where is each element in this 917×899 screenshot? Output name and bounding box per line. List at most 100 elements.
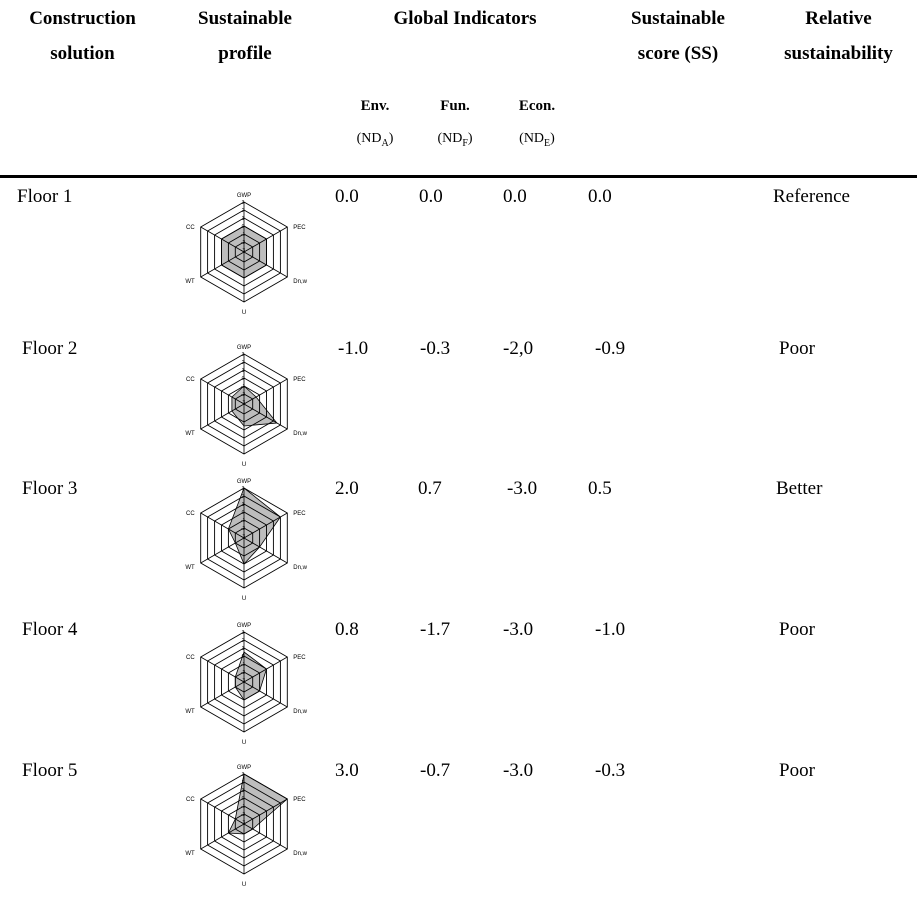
unit-fun-base: (ND bbox=[437, 131, 463, 146]
radar-chart: GWP PEC Dn,w U WT CC 3 2 1 0 -1 -2 -3 bbox=[185, 193, 307, 316]
unit-econ-close: ) bbox=[550, 131, 555, 146]
header-score-line1: Sustainable bbox=[631, 8, 725, 29]
radar-spoke bbox=[243, 378, 288, 405]
radar-axis-label: GWP bbox=[237, 623, 251, 629]
radar-axis-label: WT bbox=[185, 565, 195, 571]
radar-spoke bbox=[243, 656, 288, 683]
header-rule bbox=[0, 175, 917, 178]
radar-scale-label: -2 bbox=[241, 240, 246, 246]
radar-scale-label: 1 bbox=[242, 216, 245, 222]
radar-axis-label: WT bbox=[185, 431, 195, 437]
radar-spoke bbox=[200, 823, 245, 850]
cell-fun: 0.7 bbox=[418, 478, 442, 499]
radar-scale-label: 1 bbox=[242, 502, 245, 508]
radar-scale-label: 3 bbox=[242, 486, 245, 492]
row-name: Floor 1 bbox=[17, 186, 73, 207]
header-global-indicators: Global Indicators bbox=[393, 8, 537, 29]
cell-env: -1.0 bbox=[338, 338, 369, 359]
radar-chart: GWP PEC Dn,w U WT CC 3 2 1 0 -1 -2 -3 bbox=[185, 479, 307, 602]
radar-axis-label: WT bbox=[185, 279, 195, 285]
row-name: Floor 3 bbox=[22, 478, 78, 499]
radar-axis-label: CC bbox=[186, 377, 195, 383]
unit-env-base: (ND bbox=[356, 131, 382, 146]
cell-relative: Better bbox=[776, 478, 823, 499]
radar-scale-label: -1 bbox=[241, 804, 246, 810]
radar-spoke bbox=[243, 512, 288, 539]
radar-spoke bbox=[243, 537, 288, 564]
cell-env: 2.0 bbox=[335, 478, 359, 499]
radar-axis-label: GWP bbox=[237, 345, 251, 351]
radar-scale-label: 2 bbox=[242, 638, 245, 644]
radar-scale-label: 2 bbox=[242, 780, 245, 786]
radar-scale-label: -2 bbox=[241, 812, 246, 818]
radar-spoke bbox=[243, 251, 288, 278]
row-name: Floor 5 bbox=[22, 760, 78, 781]
cell-ss: -0.9 bbox=[595, 338, 626, 359]
unit-econ-base: (ND bbox=[519, 131, 545, 146]
radar-spoke bbox=[200, 537, 245, 564]
radar-axis-label: CC bbox=[186, 655, 195, 661]
radar-scale-label: -2 bbox=[241, 392, 246, 398]
cell-fun: -0.7 bbox=[420, 760, 451, 781]
radar-axis-label: U bbox=[242, 740, 246, 746]
header-score: Sustainable score (SS) bbox=[608, 8, 748, 65]
radar-axis-label: PEC bbox=[293, 797, 306, 803]
radar-scale-label: 3 bbox=[242, 352, 245, 358]
radar-spoke bbox=[243, 226, 288, 253]
radar-scale-label: 1 bbox=[242, 788, 245, 794]
row-name: Floor 4 bbox=[22, 619, 78, 640]
header-relative-line2: sustainability bbox=[784, 43, 893, 64]
subheader-env: Env. bbox=[360, 98, 390, 114]
radar-axis-label: CC bbox=[186, 797, 195, 803]
header-profile-line1: Sustainable bbox=[198, 8, 292, 29]
radar-scale-label: 0 bbox=[242, 654, 245, 660]
radar-scale-label: -3 bbox=[241, 248, 246, 254]
radar-axis-label: GWP bbox=[237, 765, 251, 771]
cell-relative: Reference bbox=[773, 186, 850, 207]
radar-scale-label: 3 bbox=[242, 200, 245, 206]
header-construction-line2: solution bbox=[50, 43, 115, 64]
radar-scale-label: -3 bbox=[241, 678, 246, 684]
unit-env-close: ) bbox=[388, 131, 394, 146]
unit-fun-sub: F bbox=[462, 137, 468, 149]
radar-scale-label: 2 bbox=[242, 208, 245, 214]
cell-ss: 0.5 bbox=[588, 478, 612, 499]
radar-scale-label: -3 bbox=[241, 820, 246, 826]
radar-spoke bbox=[200, 378, 245, 405]
radar-axis-label: Dn,w bbox=[293, 431, 307, 437]
radar-scale-label: -2 bbox=[241, 670, 246, 676]
radar-spoke bbox=[200, 656, 245, 683]
cell-env: 0.0 bbox=[335, 186, 359, 207]
radar-scale-label: -1 bbox=[241, 518, 246, 524]
radar-scale-label: -1 bbox=[241, 232, 246, 238]
header-construction: Construction solution bbox=[0, 8, 165, 65]
radar-scale-label: 2 bbox=[242, 494, 245, 500]
header-relative: Relative sustainability bbox=[760, 8, 917, 65]
radar-scale-label: 0 bbox=[242, 224, 245, 230]
radar-axis-label: PEC bbox=[293, 655, 306, 661]
radar-scale-label: -3 bbox=[241, 534, 246, 540]
cell-relative: Poor bbox=[779, 760, 815, 781]
radar-axis-label: WT bbox=[185, 709, 195, 715]
unit-econ-sub: E bbox=[544, 137, 551, 149]
radar-spoke bbox=[243, 798, 288, 825]
radar-scale-label: 1 bbox=[242, 368, 245, 374]
radar-axis-label: PEC bbox=[293, 511, 306, 517]
cell-econ: 0.0 bbox=[503, 186, 527, 207]
radar-chart: GWP PEC Dn,w U WT CC 3 2 1 0 -1 -2 -3 bbox=[185, 623, 307, 746]
radar-axis-label: Dn,w bbox=[293, 565, 307, 571]
radar-axis-label: GWP bbox=[237, 193, 251, 199]
cell-fun: 0.0 bbox=[419, 186, 443, 207]
radar-axis-label: Dn,w bbox=[293, 709, 307, 715]
radar-spoke bbox=[200, 681, 245, 708]
cell-env: 0.8 bbox=[335, 619, 359, 640]
header-relative-line1: Relative bbox=[805, 8, 872, 29]
radar-spoke bbox=[243, 823, 288, 850]
radar-axis-label: WT bbox=[185, 851, 195, 857]
radar-axis-label: PEC bbox=[293, 377, 306, 383]
radar-scale-label: 2 bbox=[242, 360, 245, 366]
radar-scale-label: 3 bbox=[242, 630, 245, 636]
radar-scale-label: 0 bbox=[242, 510, 245, 516]
radar-scale-label: 1 bbox=[242, 646, 245, 652]
cell-fun: -0.3 bbox=[420, 338, 451, 359]
